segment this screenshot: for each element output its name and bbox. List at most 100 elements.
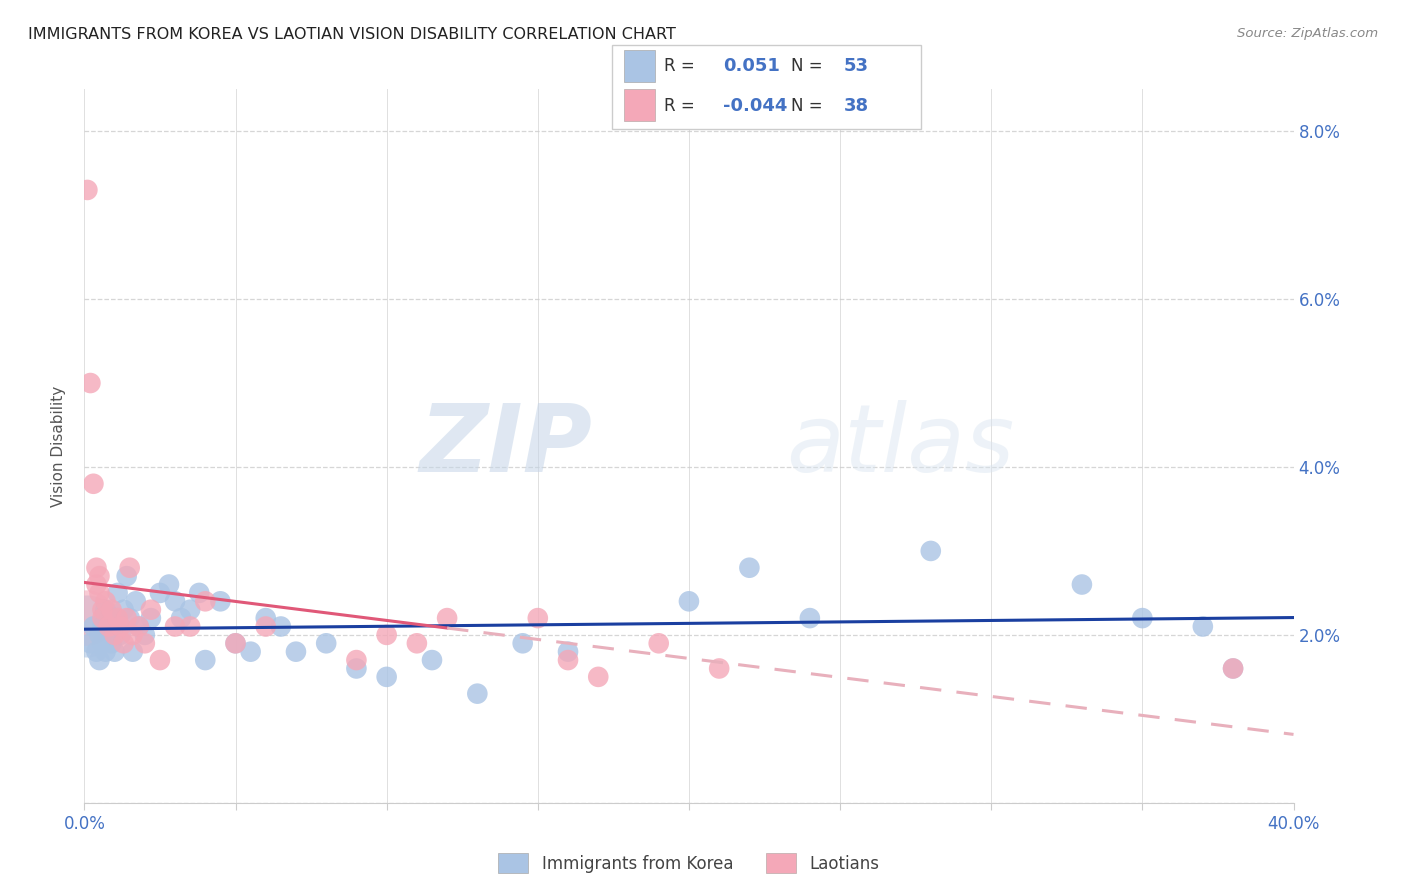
Point [121, 628, 143, 642]
Point [165, 619, 187, 633]
Point [285, 645, 308, 659]
Text: ZIP: ZIP [419, 400, 592, 492]
Point [100, 636, 122, 650]
Y-axis label: Vision Disability: Vision Disability [51, 385, 66, 507]
Point [125, 594, 148, 608]
Text: 38: 38 [844, 96, 869, 114]
Legend: Immigrants from Korea, Laotians: Immigrants from Korea, Laotians [492, 847, 886, 880]
Text: IMMIGRANTS FROM KOREA VS LAOTIAN VISION DISABILITY CORRELATION CHART: IMMIGRANTS FROM KOREA VS LAOTIAN VISION … [28, 27, 676, 42]
Point [79, 376, 101, 390]
Point [194, 653, 217, 667]
Point [557, 653, 579, 667]
Point [110, 619, 132, 633]
Point [107, 611, 129, 625]
Point [1222, 661, 1244, 675]
Point [97, 628, 120, 642]
Point [648, 636, 671, 650]
Point [1130, 611, 1153, 625]
Point [225, 636, 247, 650]
Point [89, 653, 111, 667]
Point [128, 619, 150, 633]
Point [165, 594, 187, 608]
Point [920, 544, 942, 558]
Point [97, 619, 120, 633]
Point [179, 619, 201, 633]
Point [100, 603, 122, 617]
Point [1222, 661, 1244, 675]
Point [139, 603, 162, 617]
Point [118, 611, 141, 625]
Point [86, 560, 108, 574]
Text: Source: ZipAtlas.com: Source: ZipAtlas.com [1237, 27, 1378, 40]
Point [112, 603, 135, 617]
Point [89, 569, 111, 583]
Point [139, 611, 162, 625]
Point [157, 577, 180, 591]
Point [375, 670, 398, 684]
Point [94, 603, 117, 617]
Point [110, 628, 132, 642]
Point [188, 586, 211, 600]
Point [91, 619, 114, 633]
Text: -0.044: -0.044 [723, 96, 787, 114]
Point [91, 636, 114, 650]
Point [170, 611, 193, 625]
Point [82, 476, 104, 491]
Point [104, 611, 127, 625]
Point [375, 628, 398, 642]
Point [588, 670, 610, 684]
Point [254, 611, 277, 625]
Point [89, 628, 111, 642]
Point [134, 628, 156, 642]
Point [100, 619, 122, 633]
Point [79, 636, 101, 650]
Point [179, 603, 201, 617]
Text: 53: 53 [844, 57, 869, 75]
Point [76, 619, 98, 633]
Point [420, 653, 443, 667]
Point [94, 645, 117, 659]
Point [467, 687, 489, 701]
Point [86, 577, 108, 591]
Point [346, 661, 368, 675]
Point [91, 611, 114, 625]
Point [799, 611, 821, 625]
Text: R =: R = [664, 57, 700, 75]
Point [115, 569, 138, 583]
Point [557, 645, 579, 659]
Point [149, 586, 172, 600]
Point [315, 636, 337, 650]
Point [512, 636, 534, 650]
Text: atlas: atlas [786, 401, 1014, 491]
Point [97, 611, 120, 625]
Point [209, 594, 232, 608]
Bar [624, 88, 655, 120]
Point [89, 586, 111, 600]
Point [104, 645, 127, 659]
Point [107, 586, 129, 600]
Point [115, 611, 138, 625]
Point [86, 645, 108, 659]
Point [709, 661, 731, 675]
Point [76, 611, 98, 625]
Point [1192, 619, 1215, 633]
Point [678, 594, 700, 608]
Point [254, 619, 277, 633]
Text: R =: R = [664, 96, 700, 114]
Point [128, 619, 150, 633]
Point [149, 653, 172, 667]
FancyBboxPatch shape [612, 45, 921, 129]
Point [527, 611, 550, 625]
Point [121, 645, 143, 659]
Point [346, 653, 368, 667]
Text: 0.051: 0.051 [723, 57, 780, 75]
Point [270, 619, 292, 633]
Point [91, 603, 114, 617]
Point [76, 183, 98, 197]
Point [225, 636, 247, 650]
Point [118, 560, 141, 574]
Point [1071, 577, 1094, 591]
Point [194, 594, 217, 608]
Point [94, 594, 117, 608]
Point [738, 560, 761, 574]
